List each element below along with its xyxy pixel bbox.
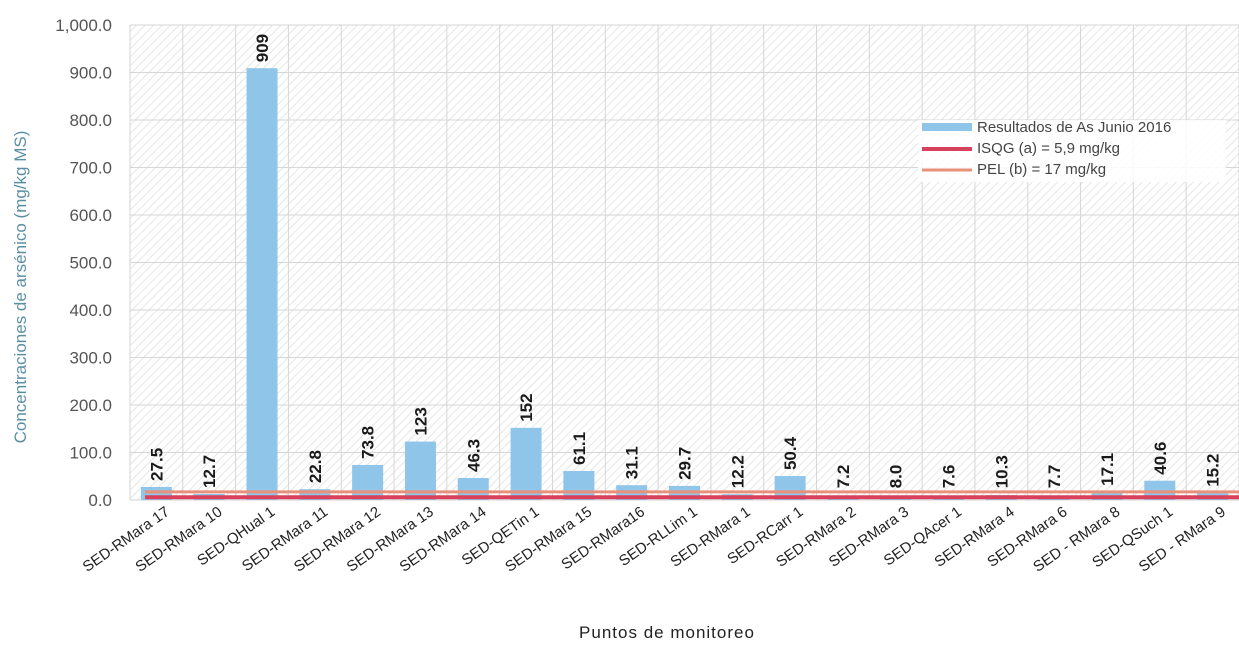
bar <box>1144 480 1176 500</box>
y-tick-label: 200.0 <box>69 396 112 415</box>
data-label: 46.3 <box>464 439 483 472</box>
bar <box>457 478 489 500</box>
bar <box>563 470 595 500</box>
x-tick-label: SED-RMara 17 <box>80 503 173 575</box>
bar <box>299 489 331 500</box>
x-axis-title: Puntos de monitoreo <box>579 623 755 642</box>
reference-lines <box>145 490 1239 500</box>
data-label: 50.4 <box>781 436 800 470</box>
data-label: 10.3 <box>992 455 1011 488</box>
data-label: 22.8 <box>306 450 325 483</box>
data-label: 8.0 <box>887 465 906 489</box>
data-label: 29.7 <box>676 447 695 480</box>
data-label: 909 <box>253 34 272 62</box>
data-label: 7.2 <box>834 465 853 489</box>
data-label: 27.5 <box>147 448 166 481</box>
bar <box>510 427 542 500</box>
gridlines <box>129 24 1239 501</box>
legend: Resultados de As Junio 2016 ISQG (a) = 5,… <box>918 119 1226 182</box>
data-label: 152 <box>517 393 536 421</box>
data-label: 61.1 <box>570 432 589 465</box>
y-tick-label: 1,000.0 <box>55 16 112 35</box>
y-axis-title: Concentraciones de arsénico (mg/kg MS) <box>11 131 30 444</box>
y-tick-label: 700.0 <box>69 159 112 178</box>
data-label: 12.7 <box>200 455 219 488</box>
data-label: 40.6 <box>1151 442 1170 475</box>
bar <box>774 476 806 500</box>
bar <box>246 68 278 500</box>
bar <box>404 441 436 500</box>
y-tick-label: 400.0 <box>69 301 112 320</box>
y-tick-label: 900.0 <box>69 64 112 83</box>
y-tick-label: 600.0 <box>69 206 112 225</box>
y-tick-label: 500.0 <box>69 254 112 273</box>
data-label: 15.2 <box>1204 454 1223 487</box>
y-tick-label: 100.0 <box>69 444 112 463</box>
data-label: 73.8 <box>359 426 378 459</box>
data-label: 17.1 <box>1098 453 1117 486</box>
y-tick-label: 0.0 <box>88 491 112 510</box>
y-tick-label: 800.0 <box>69 111 112 130</box>
bar <box>352 464 384 500</box>
data-labels: 27.5 12.7 909 22.8 73.8 123 46.3 152 61.1 31.1 29.… <box>147 34 1222 488</box>
data-label: 31.1 <box>623 446 642 479</box>
data-label: 7.6 <box>940 465 959 489</box>
legend-label-pel: PEL (b) = 17 mg/kg <box>977 161 1106 178</box>
y-axis-ticks: 0.0 100.0 200.0 300.0 400.0 500.0 600.0 700.0 80… <box>55 16 112 510</box>
legend-label-bars: Resultados de As Junio 2016 <box>977 119 1171 136</box>
legend-swatch-bars <box>922 123 972 131</box>
legend-label-isqg: ISQG (a) = 5,9 mg/kg <box>977 140 1120 157</box>
data-label: 12.2 <box>728 455 747 488</box>
data-label: 123 <box>411 407 430 435</box>
data-label: 7.7 <box>1045 465 1064 489</box>
y-tick-label: 300.0 <box>69 349 112 368</box>
